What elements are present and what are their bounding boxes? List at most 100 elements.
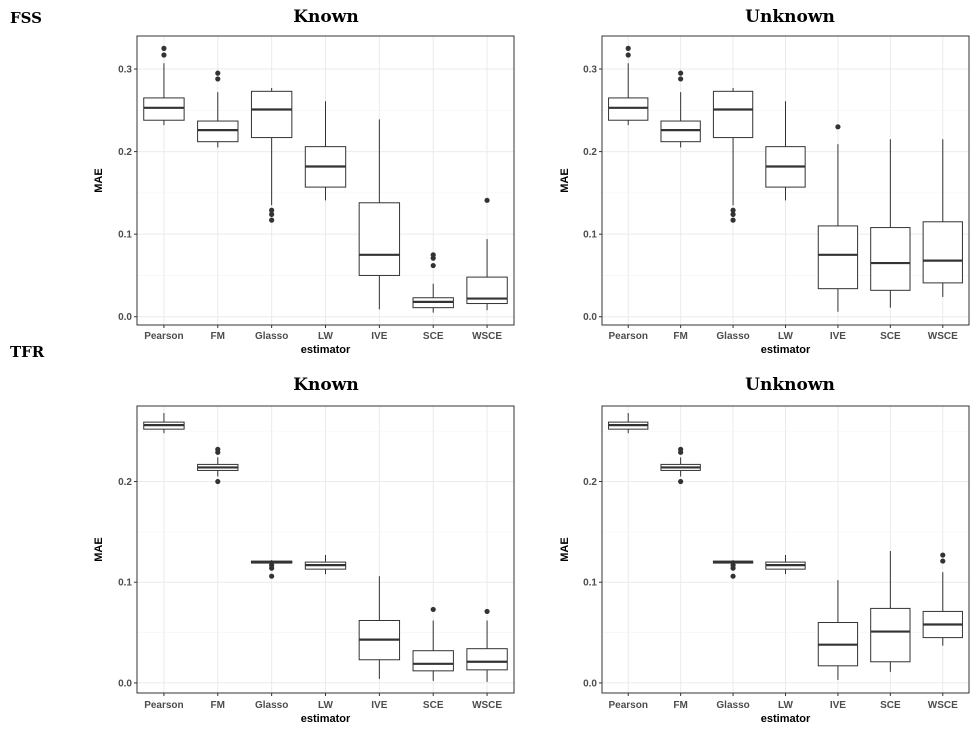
box-ive <box>358 119 401 310</box>
outlier-point <box>678 70 684 76</box>
x-tick-label: FM <box>211 331 225 342</box>
box-sce <box>412 252 454 313</box>
box-pearson <box>608 45 649 126</box>
x-tick-label: Pearson <box>608 331 647 342</box>
outlier-point <box>161 52 167 58</box>
x-tick-label: LW <box>318 331 334 342</box>
box-iqr <box>143 97 185 121</box>
box-iqr <box>358 202 401 276</box>
outlier-point <box>215 76 221 82</box>
x-tick-label: LW <box>778 700 794 711</box>
y-tick-label: 0.0 <box>118 312 132 323</box>
outlier-point <box>430 262 436 269</box>
outlier-point <box>625 45 631 51</box>
x-tick-label: LW <box>318 700 334 711</box>
y-tick-label: 0.1 <box>118 578 132 589</box>
box-glasso <box>712 88 754 223</box>
y-tick-label: 0.3 <box>583 65 597 76</box>
outlier-point <box>269 211 275 217</box>
box-wsce <box>466 197 508 311</box>
y-axis-title: MAE <box>93 168 105 192</box>
y-tick-label: 0.3 <box>118 65 132 76</box>
outlier-point <box>730 211 736 217</box>
x-axis-title: estimator <box>301 344 351 356</box>
y-tick-label: 0.2 <box>583 477 597 488</box>
outlier-point <box>161 45 167 51</box>
box-wsce <box>922 552 963 646</box>
chart-tfr-unknown: 0.0 0.1 0.2 Pearson FM Glasso LW IVE SCE WSCE Unkn… <box>559 375 970 725</box>
box-lw <box>765 101 806 201</box>
outlier-point <box>269 207 275 213</box>
box-pearson <box>143 413 185 434</box>
x-tick-label: Glasso <box>716 700 749 711</box>
box-fm <box>197 446 239 485</box>
box-iqr <box>870 227 911 291</box>
box-sce <box>412 606 454 681</box>
chart-tfr-known: 0.0 0.1 0.2 Pearson FM Glasso LW IVE SCE WSCE Know… <box>93 375 515 725</box>
box-ive <box>358 576 401 679</box>
box-ive <box>817 580 859 680</box>
x-tick-label: Glasso <box>255 700 288 711</box>
x-tick-label: IVE <box>830 331 846 342</box>
x-tick-label: IVE <box>371 700 387 711</box>
box-pearson <box>608 413 649 434</box>
outlier-point <box>269 217 275 223</box>
x-axis-title: estimator <box>761 713 811 725</box>
x-tick-label: WSCE <box>472 700 502 711</box>
x-axis-title: estimator <box>301 713 351 725</box>
y-tick-label: 0.2 <box>118 147 132 158</box>
box-iqr <box>197 120 239 143</box>
row-label-fss: FSS <box>10 9 42 27</box>
outlier-point <box>430 252 436 258</box>
box-iqr <box>922 221 963 284</box>
x-tick-label: FM <box>211 700 225 711</box>
outlier-point <box>484 608 490 615</box>
box-iqr <box>712 90 754 139</box>
x-tick-label: LW <box>778 331 794 342</box>
box-iqr <box>660 120 701 143</box>
outlier-point <box>269 562 275 568</box>
x-tick-label: Glasso <box>255 331 288 342</box>
outlier-point <box>730 207 736 213</box>
chart-fss-known: 0.0 0.1 0.2 0.3 Pearson FM Glasso LW IVE SCE WSCE K… <box>93 7 515 356</box>
box-lw <box>304 555 347 575</box>
box-iqr <box>870 607 911 663</box>
box-fm <box>197 70 239 148</box>
y-tick-label: 0.0 <box>118 678 132 689</box>
outlier-point <box>484 197 490 203</box>
box-glasso <box>250 560 293 579</box>
outlier-point <box>269 573 275 579</box>
x-tick-label: SCE <box>880 700 901 711</box>
x-tick-label: SCE <box>423 331 444 342</box>
outlier-point <box>215 446 221 452</box>
row-label-tfr: TFR <box>10 343 45 361</box>
x-axis-title: estimator <box>761 344 811 356</box>
outlier-point <box>940 558 946 564</box>
box-fm <box>660 70 701 148</box>
box-iqr <box>412 650 454 672</box>
outlier-point <box>625 52 631 58</box>
y-tick-label: 0.2 <box>583 147 597 158</box>
box-sce <box>870 551 911 672</box>
box-wsce <box>466 608 508 682</box>
x-tick-label: WSCE <box>928 331 958 342</box>
box-iqr <box>817 225 859 290</box>
x-tick-label: SCE <box>880 331 901 342</box>
outlier-point <box>430 606 436 613</box>
box-wsce <box>922 139 963 297</box>
x-tick-label: SCE <box>423 700 444 711</box>
box-iqr <box>250 90 293 139</box>
outlier-point <box>215 70 221 76</box>
x-tick-label: IVE <box>371 331 387 342</box>
panel-title: Known <box>293 7 358 27</box>
outlier-point <box>730 562 736 568</box>
box-lw <box>765 555 806 575</box>
box-iqr <box>608 97 649 121</box>
x-tick-label: IVE <box>830 700 846 711</box>
y-axis-title: MAE <box>559 537 571 561</box>
y-tick-label: 0.2 <box>118 477 132 488</box>
panel-title: Unknown <box>745 375 835 395</box>
chart-fss-unknown: 0.0 0.1 0.2 0.3 Pearson FM Glasso LW IVE SCE WSCE U… <box>559 7 970 356</box>
box-pearson <box>143 45 185 126</box>
